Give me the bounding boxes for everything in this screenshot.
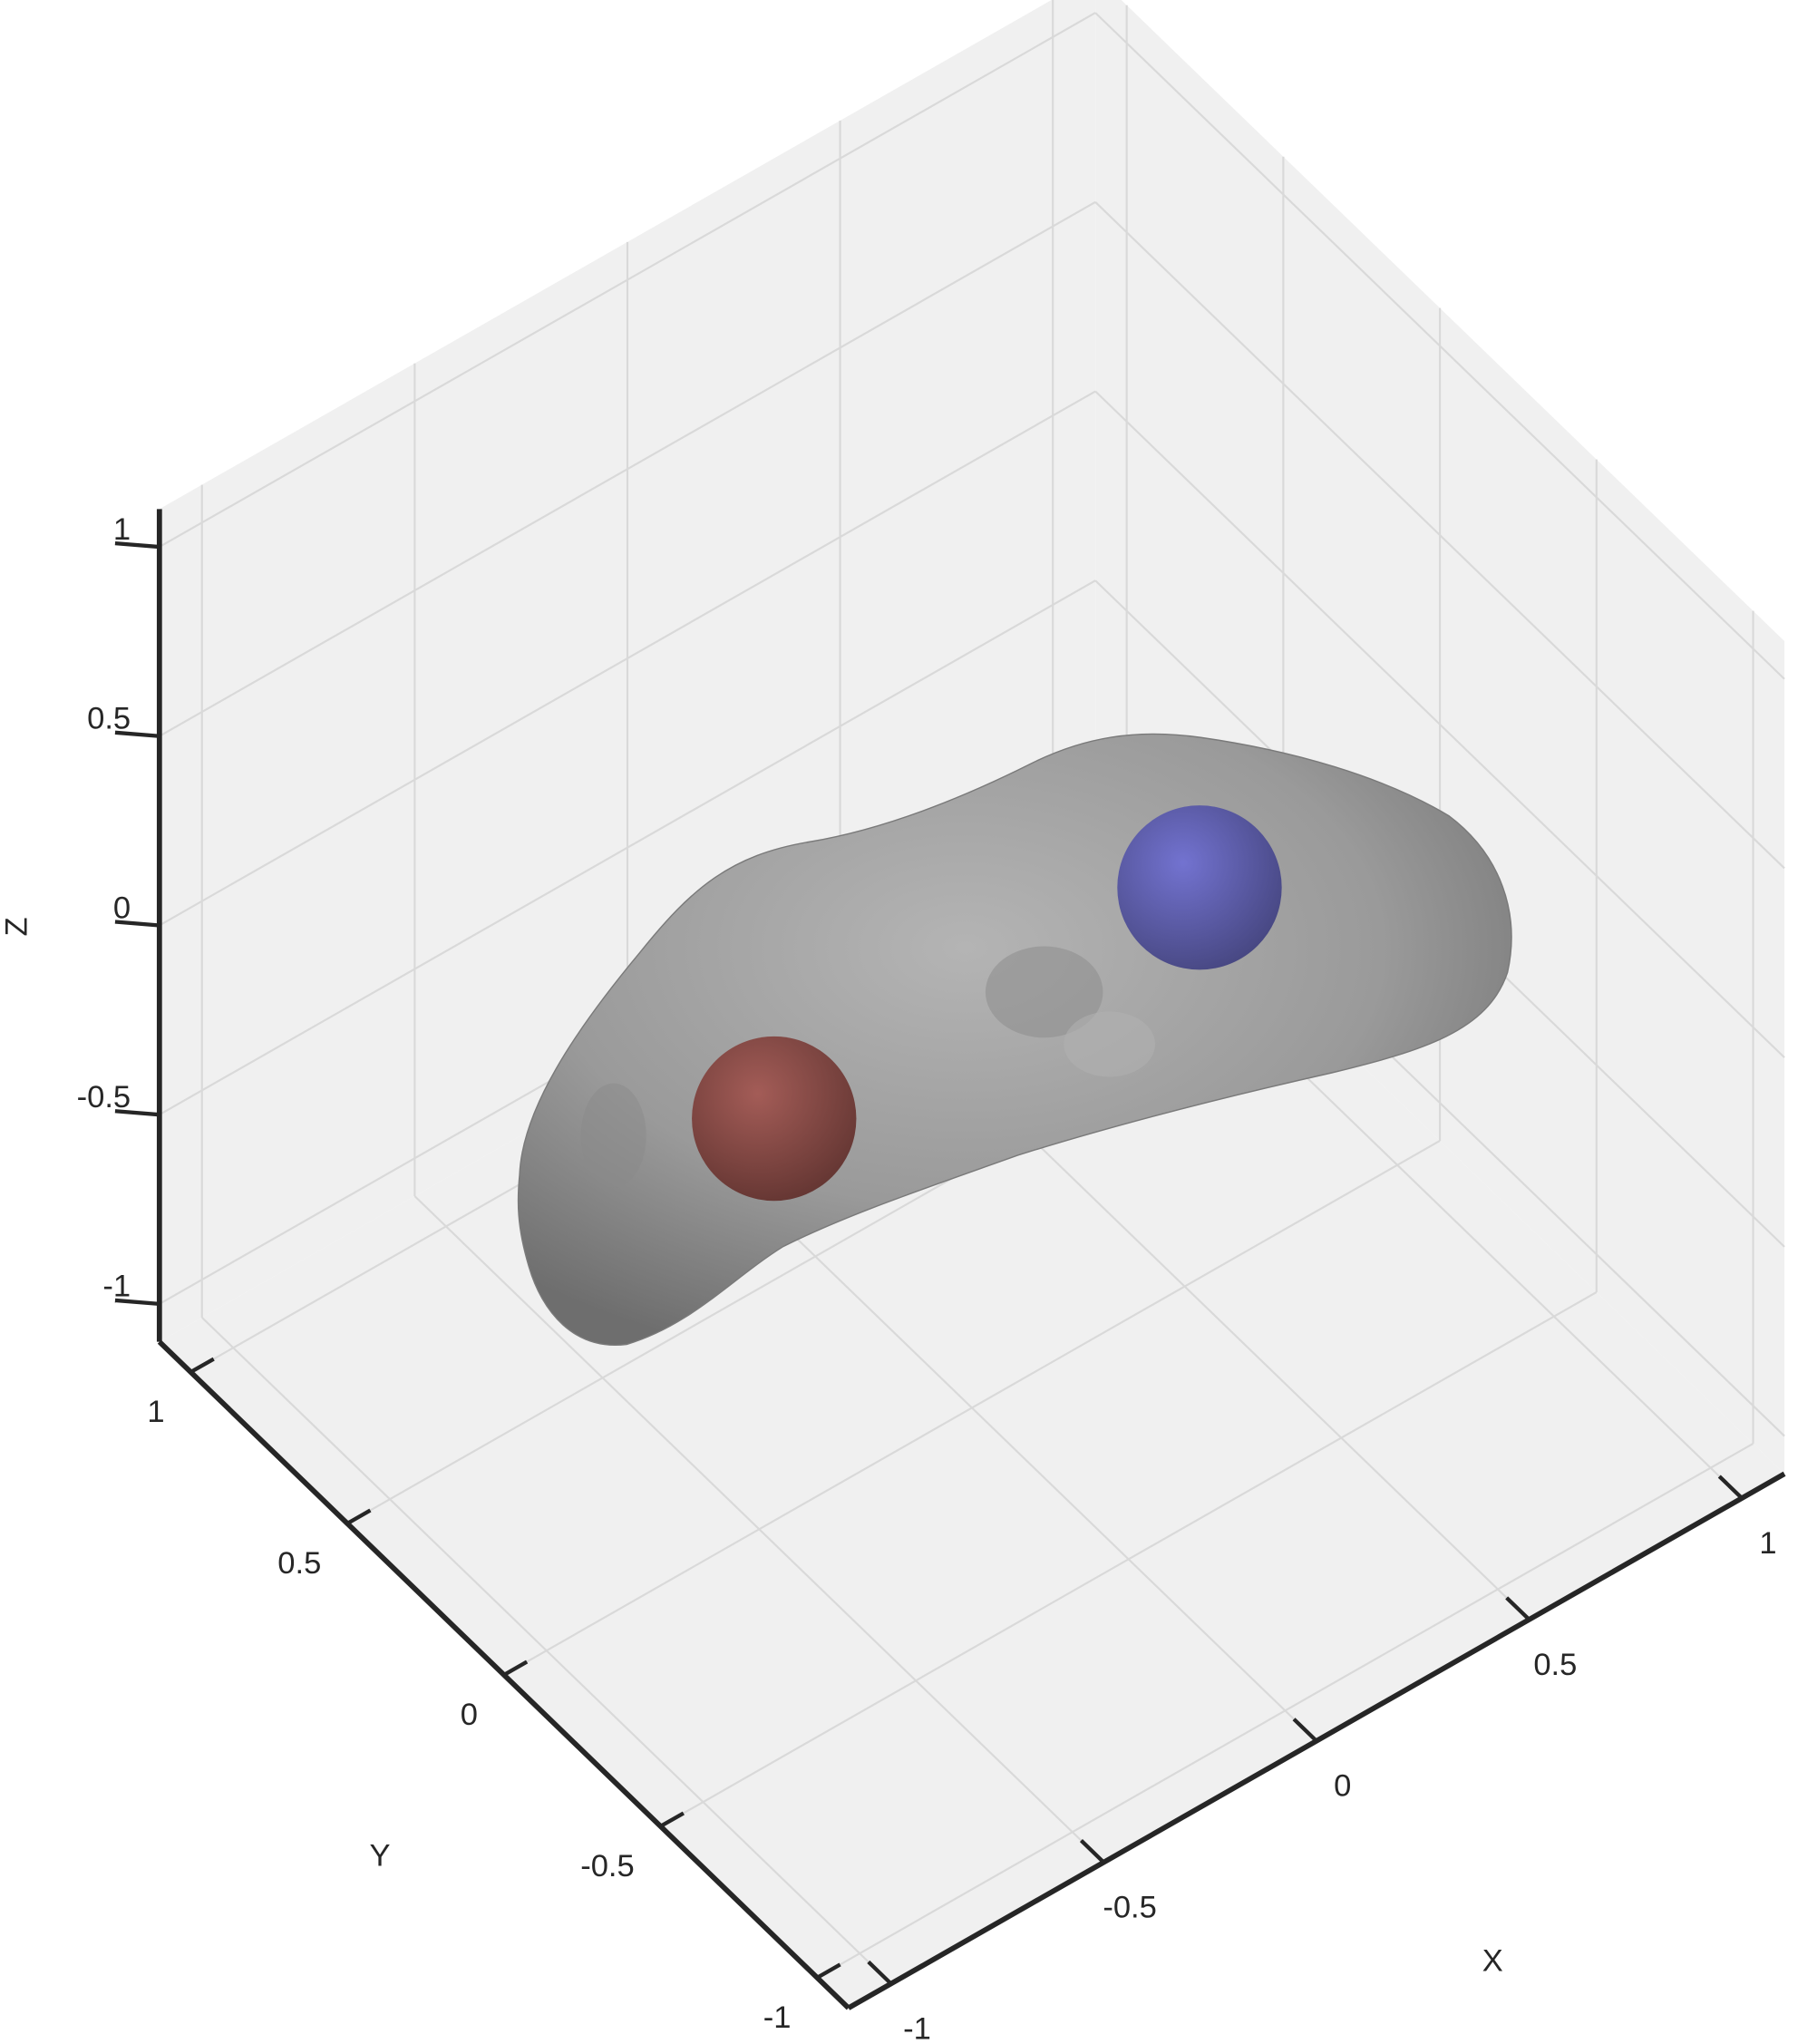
y-tick-label: -1 (763, 2000, 792, 2035)
y-tick (816, 1962, 841, 1980)
x-tick (1505, 1596, 1531, 1621)
crater (985, 946, 1103, 1038)
x-tick (1079, 1839, 1105, 1864)
y-tick-label: 0.5 (277, 1546, 321, 1581)
grid (159, 0, 1785, 1985)
y-axis-title: Y (370, 1839, 391, 1874)
grid-line (159, 12, 1096, 549)
z-tick-label: -0.5 (77, 1080, 131, 1114)
grid-line (659, 1291, 1598, 1827)
y-tick-label: 0 (461, 1698, 478, 1732)
z-axis-title: Z (0, 917, 34, 936)
grid-line (1094, 12, 1785, 680)
y-tick-label: 1 (147, 1395, 164, 1429)
x-tick-label: 0.5 (1533, 1648, 1577, 1682)
y-tick (502, 1660, 529, 1677)
x-axis-title: X (1482, 1944, 1503, 1979)
y-tick (189, 1357, 215, 1374)
crater (1064, 1011, 1156, 1077)
z-tick-label: 0 (113, 891, 131, 925)
axes: -1 -0.5 0 0.5 1 -1 -0.5 0 0.5 1 -1 -0.5 0 0.5 1 Z Y X (0, 509, 1786, 2044)
asteroid (517, 733, 1512, 1347)
x-tick-label: -1 (903, 2011, 931, 2044)
z-tick (114, 1298, 160, 1307)
blue-sphere (1117, 805, 1282, 970)
grid-line (159, 390, 1096, 927)
y-tick (659, 1811, 685, 1828)
grid-line (159, 200, 1096, 737)
grid-line (816, 1442, 1754, 1979)
x-tick-label: 1 (1759, 1526, 1776, 1561)
z-tick (114, 920, 160, 928)
x-tick (1292, 1718, 1318, 1743)
z-tick-label: -1 (102, 1270, 131, 1304)
y-axis-line (157, 1339, 850, 2010)
z-tick-label: 0.5 (87, 702, 131, 736)
x-tick (867, 1960, 893, 1986)
z-tick (114, 1109, 160, 1117)
x-tick-label: -0.5 (1103, 1891, 1157, 1925)
grid-line (159, 579, 1096, 1116)
y-tick-label: -0.5 (580, 1849, 635, 1883)
x-tick (1717, 1475, 1744, 1500)
crater (580, 1083, 646, 1188)
y-tick (346, 1508, 372, 1525)
grid-line (503, 1140, 1441, 1676)
z-tick (114, 730, 160, 738)
x-tick-label: 0 (1334, 1769, 1351, 1804)
grid-line (1094, 390, 1785, 1058)
grid-line (1094, 201, 1785, 870)
red-sphere (692, 1036, 857, 1202)
z-tick-label: 1 (113, 512, 131, 547)
z-tick (114, 540, 160, 550)
